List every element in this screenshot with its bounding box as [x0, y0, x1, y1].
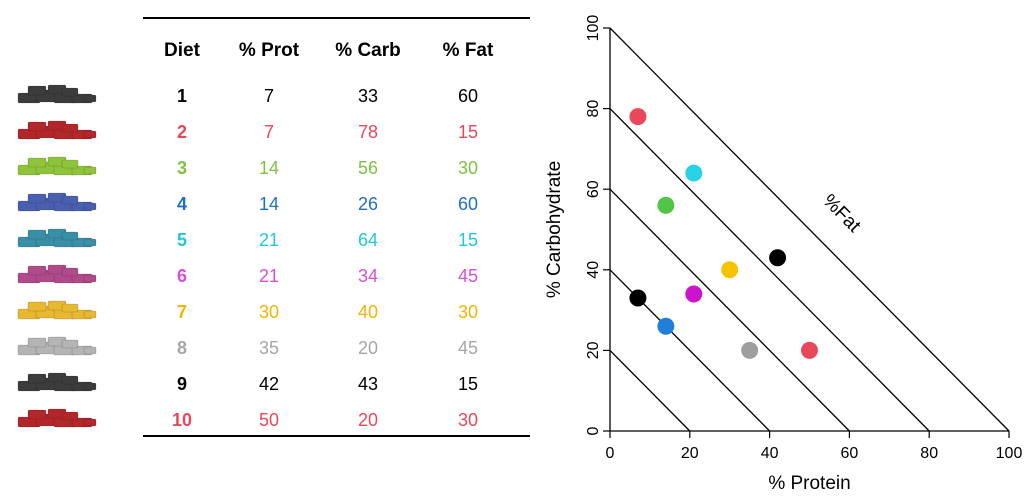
diet-pellet-icon — [17, 84, 97, 104]
table-cell: 30 — [259, 302, 279, 322]
y-axis-label: % Carbohydrate — [544, 161, 565, 298]
table-cell: 35 — [259, 338, 279, 358]
table-header: % Carb — [335, 40, 400, 61]
table-cell: 42 — [259, 374, 279, 394]
diet-point — [721, 261, 739, 279]
diet-pellet-icon — [17, 192, 97, 212]
diet-point — [801, 341, 818, 359]
table-cell: 30 — [458, 158, 478, 178]
diet-number: 10 — [172, 410, 192, 430]
table-cell: 64 — [358, 230, 378, 250]
table-cell: 7 — [264, 86, 274, 106]
table-header: % Fat — [443, 40, 494, 61]
diet-pellet-icon — [17, 120, 97, 140]
diet-point — [685, 285, 703, 303]
table-cell: 26 — [358, 194, 378, 214]
diet-number: 9 — [177, 374, 187, 394]
diet-point — [769, 249, 787, 267]
diet-pellet-icon — [17, 336, 97, 356]
diet-pellet-icon — [17, 300, 97, 320]
diet-number: 2 — [177, 122, 187, 142]
x-tick-label: 0 — [606, 445, 615, 462]
table-cell: 56 — [358, 158, 378, 178]
y-tick-label: 100 — [585, 15, 602, 42]
table-header: % Prot — [239, 40, 300, 61]
y-tick-label: 40 — [585, 261, 602, 279]
diet-point — [629, 289, 647, 307]
table-cell: 21 — [259, 230, 279, 250]
diet-number: 7 — [177, 302, 187, 322]
x-tick-label: 40 — [761, 445, 779, 462]
x-tick-label: 100 — [996, 445, 1023, 462]
diet-pellet-icon — [17, 372, 97, 392]
table-header: Diet — [164, 40, 201, 61]
y-tick-label: 20 — [585, 341, 602, 359]
table-cell: 15 — [458, 374, 478, 394]
x-tick-label: 20 — [681, 445, 699, 462]
diet-point — [657, 317, 675, 335]
diet-number: 4 — [177, 194, 187, 214]
fat-isoline — [609, 349, 691, 432]
table-cell: 14 — [259, 158, 279, 178]
diet-pellet-icon — [17, 156, 97, 176]
diet-point — [629, 108, 647, 126]
table-cell: 7 — [264, 122, 274, 142]
table-cell: 21 — [259, 266, 279, 286]
table-cell: 40 — [358, 302, 378, 322]
table-cell: 15 — [458, 122, 478, 142]
table-cell: 60 — [458, 86, 478, 106]
table-cell: 45 — [458, 338, 478, 358]
x-tick-label: 80 — [920, 445, 938, 462]
fat-isoline — [609, 27, 1010, 432]
x-axis-label: % Protein — [768, 473, 850, 494]
diet-number: 8 — [177, 338, 187, 358]
y-tick-label: 80 — [585, 100, 602, 118]
diet-number: 1 — [177, 86, 187, 106]
fat-isoline — [609, 188, 850, 432]
y-tick-label: 60 — [585, 180, 602, 198]
x-tick-label: 60 — [841, 445, 859, 462]
table-cell: 33 — [358, 86, 378, 106]
table-cell: 43 — [358, 374, 378, 394]
diet-pellet-icon — [17, 408, 97, 428]
table-cell: 30 — [458, 410, 478, 430]
table-cell: 20 — [358, 410, 378, 430]
diet-number: 3 — [177, 158, 187, 178]
diet-number: 5 — [177, 230, 187, 250]
table-cell: 34 — [358, 266, 378, 286]
diet-point — [657, 196, 675, 214]
table-cell: 50 — [259, 410, 279, 430]
table-cell: 60 — [458, 194, 478, 214]
table-cell: 30 — [458, 302, 478, 322]
diet-icons — [17, 84, 97, 428]
fat-axis-label: %Fat — [818, 190, 865, 237]
fat-isoline — [609, 108, 930, 432]
table-cell: 45 — [458, 266, 478, 286]
table-cell: 14 — [259, 194, 279, 214]
diet-pellet-icon — [17, 228, 97, 248]
diet-pellet-icon — [17, 264, 97, 284]
table-cell: 78 — [358, 122, 378, 142]
diet-number: 6 — [177, 266, 187, 286]
y-tick-label: 0 — [585, 426, 602, 435]
table-cell: 20 — [358, 338, 378, 358]
diet-point — [741, 341, 759, 359]
diet-point — [685, 164, 703, 182]
table-cell: 15 — [458, 230, 478, 250]
